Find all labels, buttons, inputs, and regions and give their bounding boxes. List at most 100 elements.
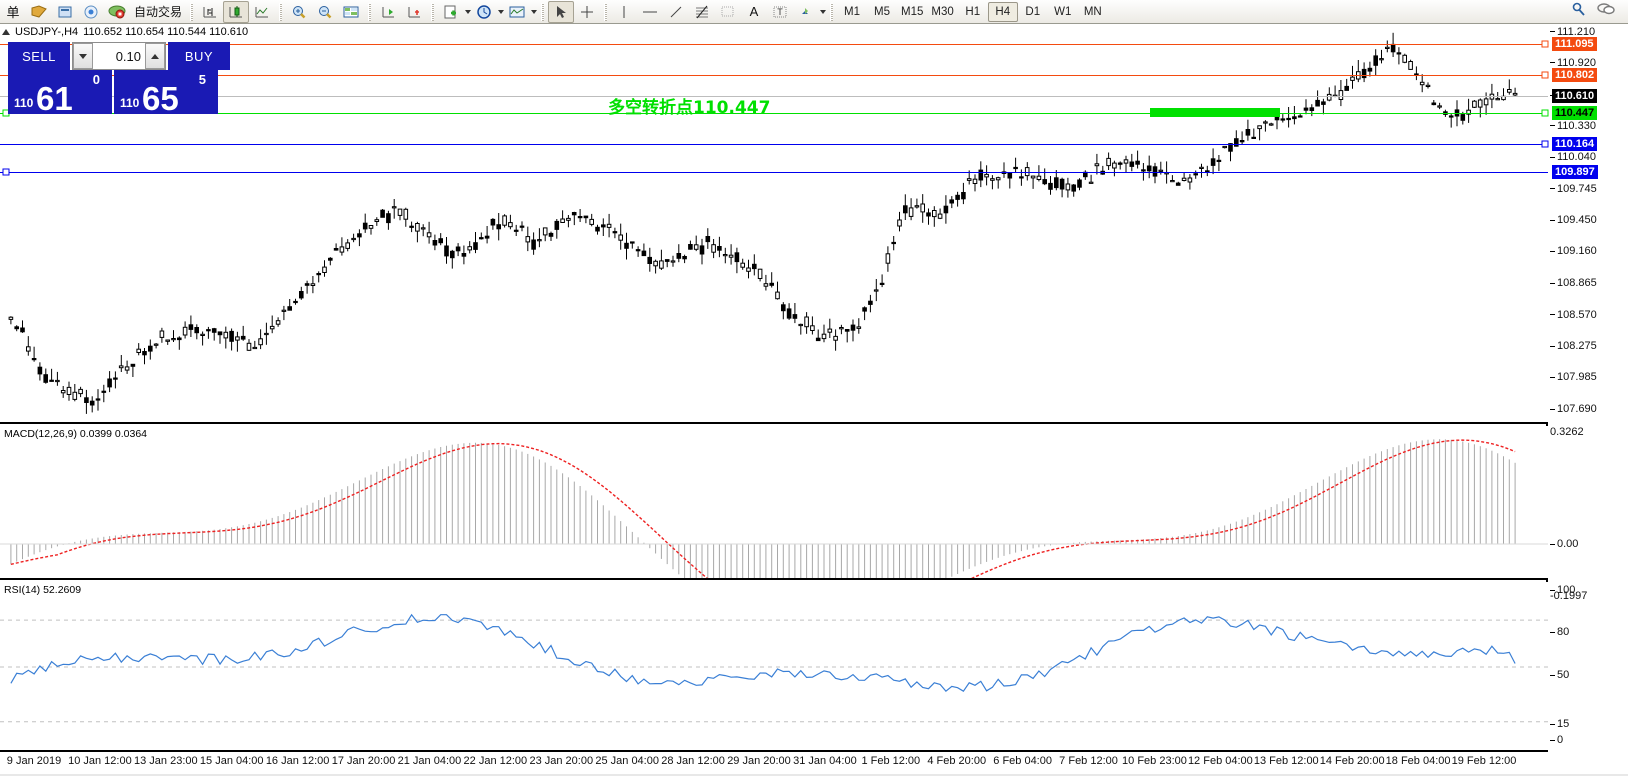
rsi-pane[interactable]: RSI(14) 52.2609 — [0, 582, 1548, 752]
folder-icon[interactable] — [26, 1, 52, 23]
line-handle[interactable] — [1541, 109, 1549, 117]
crosshair-icon[interactable] — [574, 1, 600, 23]
buy-price-quote[interactable]: 110 65 5 — [114, 70, 218, 117]
price-tick: 108.865 — [1550, 277, 1597, 289]
time-tick: 6 Feb 04:00 — [993, 755, 1052, 767]
time-tick: 28 Jan 12:00 — [661, 755, 725, 767]
sell-price-fraction: 0 — [92, 72, 100, 87]
new-order-icon[interactable]: 单 — [6, 5, 20, 20]
line-handle[interactable] — [1541, 40, 1549, 48]
price-tag-support-line[interactable]: 110.164 — [1552, 136, 1598, 151]
timeframe-group: M1 M5 M15 M30 H1 H4 D1 W1 MN — [837, 1, 1108, 22]
pivot-line[interactable] — [0, 113, 1548, 115]
one-click-trading-panel[interactable]: SELL 0.10 BUY 110 61 0 110 65 5 — [8, 42, 230, 117]
price-tag-last-price[interactable]: 110.610 — [1552, 88, 1598, 103]
expert-advisor-icon[interactable] — [104, 1, 130, 23]
fibonacci-icon[interactable] — [689, 1, 715, 23]
line-handle[interactable] — [2, 168, 10, 176]
buy-button[interactable]: BUY — [168, 42, 230, 70]
volume-stepper[interactable]: 0.10 — [72, 42, 166, 70]
price-tag-pivot-line[interactable]: 110.447 — [1552, 106, 1598, 121]
time-axis[interactable]: 9 Jan 2019 10 Jan 12:00 13 Jan 23:00 15 Jan… — [0, 752, 1628, 776]
print-preview-icon[interactable] — [52, 1, 78, 23]
templates-icon[interactable] — [438, 1, 464, 23]
time-tick: 23 Jan 20:00 — [529, 755, 594, 767]
volume-input[interactable]: 0.10 — [115, 48, 141, 64]
text-icon[interactable]: A — [749, 4, 759, 19]
chevron-up-icon — [151, 53, 159, 59]
label-icon[interactable]: T — [767, 1, 793, 23]
symbol-period-label: USDJPY-,H4 — [15, 26, 79, 38]
support-line[interactable] — [0, 143, 1548, 145]
volume-increase-button[interactable] — [145, 43, 165, 69]
indicators-icon[interactable] — [504, 1, 530, 23]
time-tick: 4 Feb 20:00 — [927, 755, 987, 767]
chart-area[interactable]: MACD(12,26,9) 0.0399 0.0364 RSI(14) 52.2… — [0, 24, 1628, 776]
chat-icon[interactable] — [1596, 1, 1616, 22]
chevron-down-icon[interactable] — [531, 9, 538, 14]
trendline-icon[interactable] — [663, 1, 689, 23]
auto-scroll-icon[interactable] — [401, 1, 427, 23]
timeframe-h1[interactable]: H1 — [965, 5, 981, 18]
equidistant-channel-icon[interactable] — [715, 1, 741, 23]
period-icon[interactable] — [471, 1, 497, 23]
timeframe-h4[interactable]: H4 — [987, 1, 1018, 22]
line-handle[interactable] — [1541, 71, 1549, 79]
chevron-down-icon[interactable] — [465, 9, 472, 14]
candlestick-chart-icon[interactable] — [223, 0, 250, 23]
bar-chart-icon[interactable] — [197, 1, 223, 23]
data-window-icon[interactable] — [338, 1, 364, 23]
time-tick: 17 Jan 20:00 — [331, 755, 396, 767]
support-line[interactable] — [0, 172, 1548, 174]
ohlc-values: 110.652 110.654 110.544 110.610 — [83, 26, 249, 38]
timeframe-d1[interactable]: D1 — [1025, 5, 1041, 18]
toolbar-separator — [368, 2, 372, 21]
horizontal-line-icon[interactable] — [637, 1, 663, 23]
chevron-down-icon[interactable] — [498, 9, 505, 14]
time-tick: 13 Feb 12:00 — [1253, 755, 1319, 767]
price-pane[interactable] — [0, 24, 1548, 424]
signal-icon[interactable] — [78, 1, 104, 23]
line-handle[interactable] — [1541, 140, 1549, 148]
svg-text:T: T — [777, 7, 783, 17]
line-chart-icon[interactable] — [249, 1, 275, 23]
search-icon[interactable] — [1570, 1, 1586, 22]
highlight-zone — [1150, 107, 1280, 118]
price-tag-resistance-line[interactable]: 110.802 — [1552, 68, 1598, 83]
macd-pane[interactable]: MACD(12,26,9) 0.0399 0.0364 — [0, 426, 1548, 580]
cursor-icon[interactable] — [548, 0, 575, 23]
price-tag-support-line[interactable]: 109.897 — [1552, 165, 1598, 180]
main-toolbar: 单 自动交易 — [0, 0, 1628, 24]
chevron-down-icon[interactable] — [820, 9, 827, 14]
objects-icon[interactable] — [793, 1, 819, 23]
sell-button[interactable]: SELL — [8, 42, 70, 70]
autotrading-label[interactable]: 自动交易 — [134, 5, 183, 19]
time-tick: 25 Jan 04:00 — [595, 755, 659, 767]
sell-price-quote[interactable]: 110 61 0 — [8, 70, 112, 117]
resistance-line[interactable] — [0, 75, 1548, 77]
timeframe-m30[interactable]: M30 — [931, 5, 954, 18]
collapse-triangle-icon[interactable] — [2, 29, 10, 35]
toolbar-separator — [830, 2, 834, 21]
rsi-series — [0, 613, 1548, 723]
vertical-line-icon[interactable] — [611, 1, 637, 23]
zoom-out-icon[interactable] — [312, 1, 338, 23]
timeframe-m1[interactable]: M1 — [844, 5, 860, 18]
time-tick: 22 Jan 12:00 — [463, 755, 528, 767]
price-axis[interactable]: 111.210 110.920 110.610 110.330 110.040 109.7… — [1550, 24, 1628, 752]
timeframe-m15[interactable]: M15 — [901, 5, 924, 18]
zoom-in-icon[interactable] — [286, 1, 312, 23]
timeframe-m5[interactable]: M5 — [874, 5, 890, 18]
price-tick: 109.450 — [1550, 214, 1597, 226]
time-tick: 29 Jan 20:00 — [727, 755, 791, 767]
price-tick: 108.570 — [1550, 309, 1597, 321]
timeframe-mn[interactable]: MN — [1083, 5, 1102, 18]
timeframe-w1[interactable]: W1 — [1054, 5, 1072, 18]
pivot-annotation[interactable]: 多空转折点110.447 — [608, 98, 771, 119]
chart-shift-icon[interactable] — [375, 1, 401, 23]
buy-price-main: 65 — [142, 80, 179, 117]
resistance-line[interactable] — [0, 43, 1548, 45]
price-tag-resistance-line[interactable]: 111.095 — [1552, 36, 1597, 51]
time-tick: 21 Jan 04:00 — [397, 755, 462, 767]
volume-decrease-button[interactable] — [73, 43, 93, 69]
